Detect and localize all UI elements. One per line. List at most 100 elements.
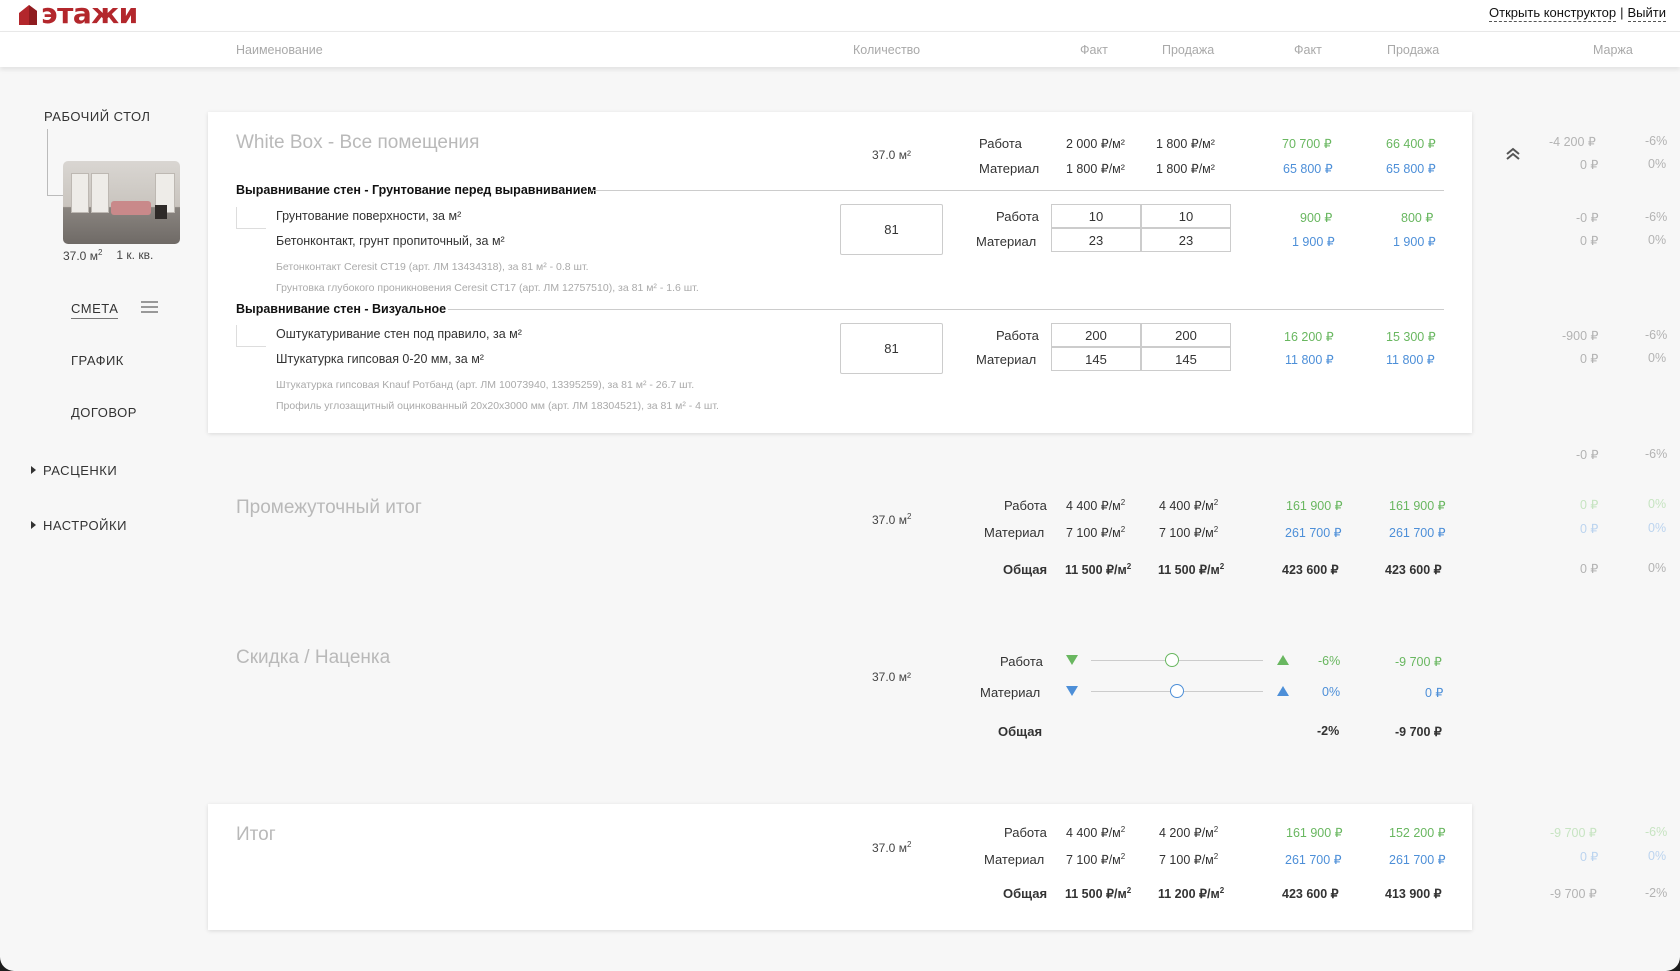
work-fact-rate: 4 400 ₽/м2 [1066, 825, 1126, 841]
margin-percent: 0% [1648, 233, 1667, 247]
work-fact-input[interactable]: 200 [1051, 323, 1141, 347]
decrease-material-icon[interactable] [1066, 686, 1078, 696]
increase-work-icon[interactable] [1277, 655, 1289, 665]
general-sale-total: 423 600 ₽ [1385, 563, 1442, 577]
material-fact-total: 11 800 ₽ [1285, 353, 1334, 367]
material-sale-total: 65 800 ₽ [1386, 162, 1436, 176]
logo[interactable]: этажи [17, 0, 138, 27]
house-roof-icon [19, 4, 37, 25]
column-header: Наименование Количество Факт Продажа Фак… [0, 31, 1680, 67]
section-qty: 37.0 м2 [872, 840, 912, 855]
material-slider-knob[interactable] [1170, 684, 1184, 698]
margin-amount: 0 ₽ [1580, 562, 1599, 576]
section-title: White Box - Все помещения [236, 132, 480, 153]
material-fact-input[interactable]: 145 [1051, 347, 1141, 371]
margin-amount: -4 200 ₽ [1549, 135, 1596, 149]
menu-icon[interactable] [141, 301, 158, 313]
general-sale-total: 413 900 ₽ [1385, 887, 1442, 901]
material-sale-total: 261 700 ₽ [1389, 526, 1446, 540]
work-sale-rate: 4 400 ₽/м2 [1159, 498, 1219, 514]
margin-percent: 0% [1648, 157, 1667, 171]
work-sale-total: 800 ₽ [1401, 211, 1434, 225]
margin-percent: -6% [1645, 825, 1668, 839]
quantity-input[interactable]: 81 [840, 323, 943, 374]
whitebox-card: White Box - Все помещения 37.0 м² Работа… [208, 112, 1472, 433]
expand-rates[interactable]: РАСЦЕНКИ [31, 463, 117, 478]
increase-material-icon[interactable] [1277, 686, 1289, 696]
work-sale-input[interactable]: 10 [1141, 204, 1231, 228]
expand-settings[interactable]: НАСТРОЙКИ [31, 518, 127, 533]
tree-connector [47, 129, 63, 196]
work-amount: -9 700 ₽ [1395, 655, 1442, 669]
material-note: Бетонконтакт Ceresit CT19 (арт. ЛМ 13434… [276, 261, 589, 273]
work-sale-total: 15 300 ₽ [1386, 330, 1436, 344]
material-sale-input[interactable]: 145 [1141, 347, 1231, 371]
work-sale-total: 66 400 ₽ [1386, 137, 1436, 151]
work-fact-total: 161 900 ₽ [1286, 499, 1343, 513]
general-fact-total: 423 600 ₽ [1282, 887, 1339, 901]
material-label: Материал [976, 234, 1037, 249]
work-fact-total: 900 ₽ [1300, 211, 1333, 225]
work-slider-knob[interactable] [1164, 653, 1179, 667]
margin-amount: 0 ₽ [1580, 850, 1599, 864]
caret-right-icon [31, 466, 36, 474]
col-fact-total: Факт [1294, 43, 1322, 57]
logout-link[interactable]: Выйти [1627, 5, 1666, 22]
work-sale-input[interactable]: 200 [1141, 323, 1231, 347]
col-margin: Маржа [1593, 43, 1633, 57]
material-sale-rate: 1 800 ₽/м² [1156, 162, 1215, 176]
margin-percent: 0% [1648, 351, 1667, 365]
material-note: Профиль углозащитный оцинкованный 20х20х… [276, 400, 719, 412]
open-constructor-link[interactable]: Открыть конструктор [1489, 5, 1617, 22]
material-label: Материал [979, 161, 1040, 176]
work-label: Работа [1000, 654, 1043, 669]
material-amount: 0 ₽ [1425, 686, 1444, 700]
margin-amount: -900 ₽ [1562, 329, 1599, 343]
work-label: Работа [996, 328, 1039, 343]
apartment-photo[interactable] [63, 161, 180, 244]
nav-contract[interactable]: ДОГОВОР [71, 405, 137, 420]
margin-amount: 0 ₽ [1580, 522, 1599, 536]
work-percent: -6% [1318, 654, 1341, 668]
section-title: Промежуточный итог [236, 497, 422, 518]
general-amount: -9 700 ₽ [1395, 725, 1442, 739]
col-fact-rate: Факт [1080, 43, 1108, 57]
apartment-meta: 37.0 м2 1 к. кв. [63, 248, 153, 263]
brand-name: этажи [41, 0, 138, 30]
group-title: Выравнивание стен - Грунтование перед вы… [236, 183, 597, 197]
quantity-input[interactable]: 81 [840, 204, 943, 255]
work-sale-rate: 4 200 ₽/м2 [1159, 825, 1219, 841]
nav-schedule[interactable]: ГРАФИК [71, 353, 124, 368]
general-sale-rate: 11 200 ₽/м2 [1158, 886, 1225, 902]
double-chevron-up-icon[interactable] [1504, 145, 1522, 163]
work-item: Оштукатуривание стен под правило, за м² [276, 327, 522, 341]
material-note: Грунтовка глубокого проникновения Ceresi… [276, 282, 699, 294]
material-fact-total: 1 900 ₽ [1292, 235, 1335, 249]
general-fact-rate: 11 500 ₽/м2 [1065, 562, 1132, 578]
margin-percent: -2% [1645, 886, 1668, 900]
margin-percent: 0% [1648, 849, 1667, 863]
desktop-link[interactable]: РАБОЧИЙ СТОЛ [44, 109, 151, 124]
material-fact-rate: 7 100 ₽/м2 [1066, 852, 1126, 868]
sidebar: РАБОЧИЙ СТОЛ 37.0 м2 1 к. кв. СМЕТА ГРАФ… [0, 67, 208, 967]
work-label: Работа [1004, 498, 1047, 513]
section-qty: 37.0 м² [872, 148, 911, 162]
decrease-work-icon[interactable] [1066, 655, 1078, 665]
margin-percent: -6% [1645, 210, 1668, 224]
work-item: Грунтование поверхности, за м² [276, 209, 462, 223]
apartment-area: 37.0 м2 [63, 248, 103, 263]
tree-connector [236, 325, 266, 347]
general-percent: -2% [1317, 724, 1340, 738]
nav-estimate[interactable]: СМЕТА [71, 301, 119, 319]
material-sale-input[interactable]: 23 [1141, 228, 1231, 252]
general-label: Общая [1003, 562, 1048, 577]
group-title: Выравнивание стен - Визуальное [236, 302, 447, 316]
material-item: Штукатурка гипсовая 0-20 мм, за м² [276, 352, 484, 366]
top-links: Открыть конструктор | Выйти [1489, 5, 1666, 22]
work-fact-input[interactable]: 10 [1051, 204, 1141, 228]
margin-percent: 0% [1648, 497, 1667, 511]
work-fact-rate: 4 400 ₽/м2 [1066, 498, 1126, 514]
margin-percent: 0% [1648, 521, 1667, 535]
material-fact-input[interactable]: 23 [1051, 228, 1141, 252]
